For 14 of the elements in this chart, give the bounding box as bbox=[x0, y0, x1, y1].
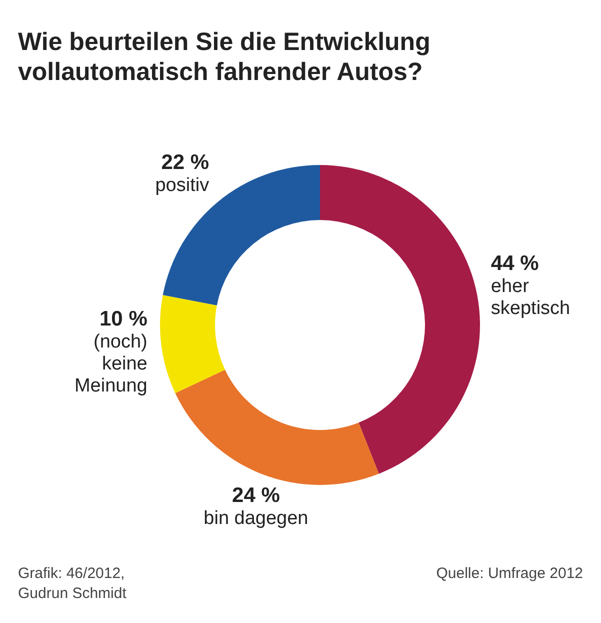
slice-label: (noch) keine Meinung bbox=[74, 331, 148, 396]
data-label: 10 % bbox=[99, 307, 148, 330]
chart-title: Wie beurteilen Sie die Entwicklung vollautomatisch fahrender Autos? bbox=[18, 28, 430, 86]
slice-label: bin dagegen bbox=[204, 508, 308, 530]
text: Grafik: 46/2012, Gudrun Schmidt bbox=[18, 565, 128, 602]
source-note: Quelle: Umfrage 2012 bbox=[436, 565, 583, 582]
data-label: 22 % bbox=[161, 150, 210, 174]
donut-slice bbox=[160, 295, 225, 394]
donut-slice bbox=[175, 370, 379, 485]
slice-label: positiv bbox=[155, 174, 210, 196]
data-label: 44 % bbox=[490, 252, 540, 276]
donut-slice bbox=[320, 165, 480, 474]
slice-label: eher skeptisch bbox=[490, 276, 570, 320]
data-label: 24 % bbox=[232, 484, 280, 508]
